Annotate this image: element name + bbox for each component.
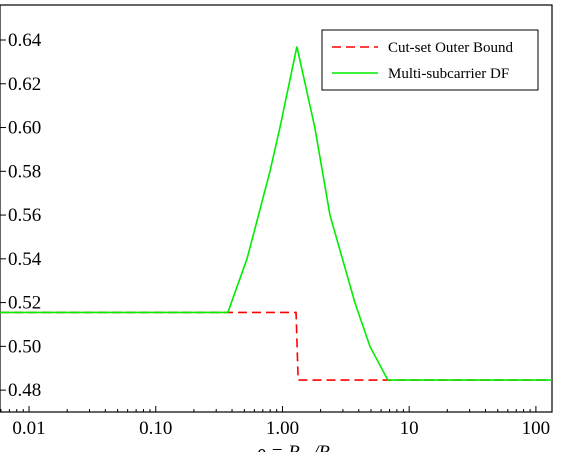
x-tick-label: 0.10 [139,418,172,439]
y-tick-label: 0.48 [8,380,41,401]
y-tick-label: 0.56 [8,205,41,226]
plot-frame [0,4,553,413]
data-line [0,46,552,381]
data-line [0,311,552,381]
x-axis-label: ρ = R₂₁/R₁₂ [256,442,344,452]
legend-label: Cut-set Outer Bound [388,40,513,56]
y-tick-label: 0.52 [8,293,41,314]
y-tick-label: 0.50 [8,336,41,357]
legend-label: Multi-subcarrier DF [388,66,509,82]
x-tick-label: 0.01 [12,418,45,439]
legend-box [321,29,539,91]
x-tick-label: 100 [522,418,551,439]
y-tick-label: 0.64 [8,30,42,51]
x-tick-label: 10 [400,418,419,439]
y-tick-label: 0.54 [8,249,42,270]
y-tick-label: 0.58 [8,161,41,182]
y-tick-label: 0.60 [8,118,41,139]
x-tick-label: 1.00 [266,418,299,439]
y-tick-label: 0.62 [8,74,41,95]
